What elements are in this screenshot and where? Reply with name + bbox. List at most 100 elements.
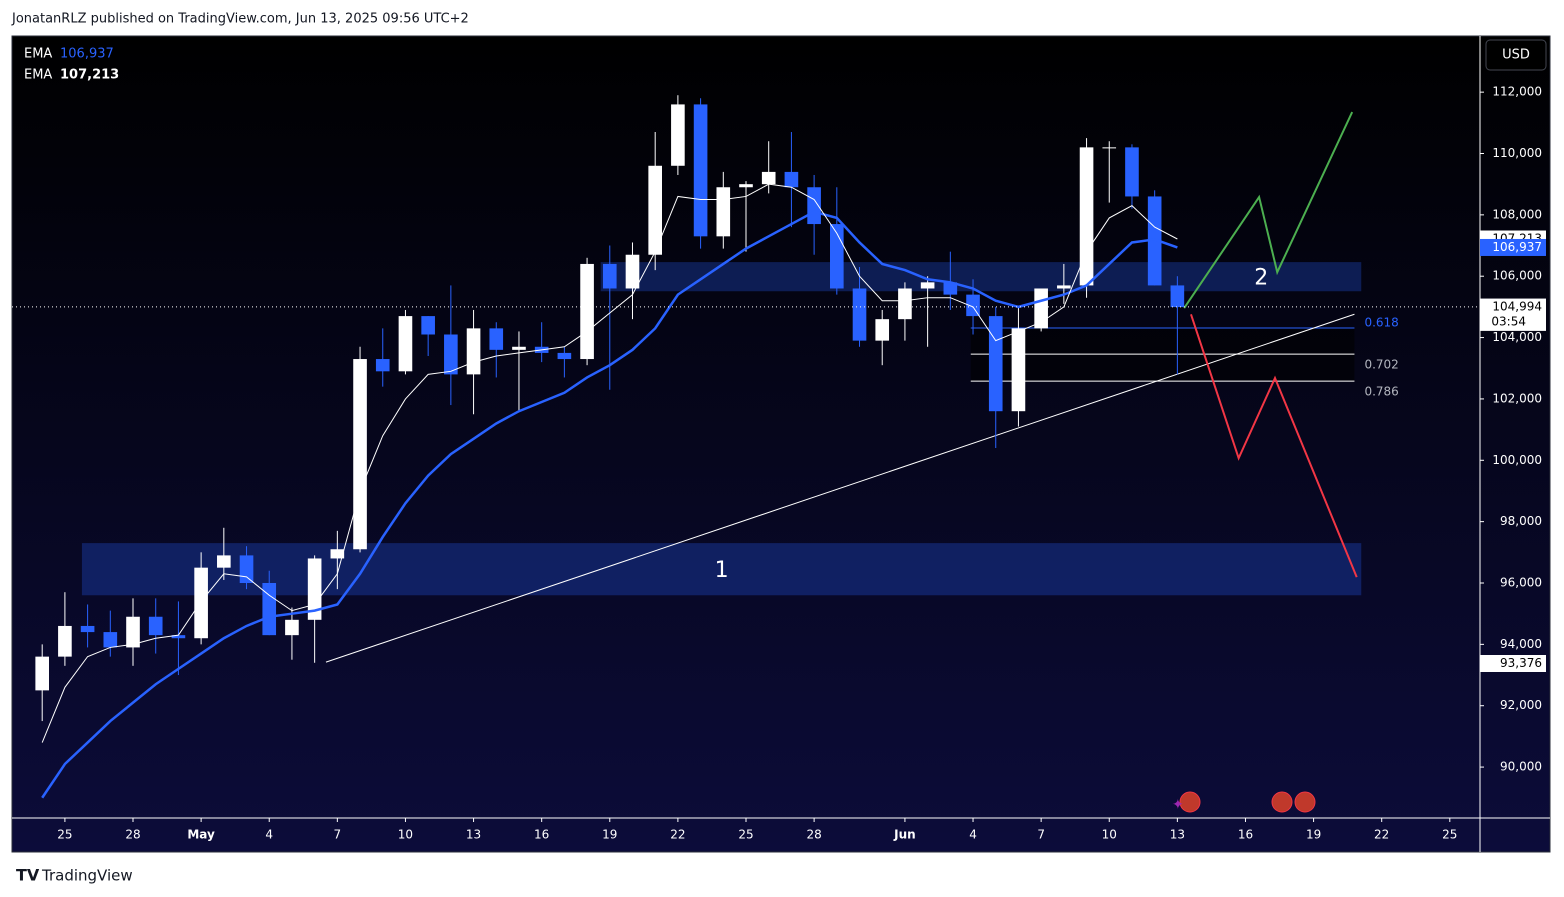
fib-label: 0.618 <box>1364 316 1398 330</box>
candle-body <box>943 282 958 295</box>
zone <box>81 543 1362 596</box>
ema-line <box>41 210 1178 799</box>
chart-bg <box>11 35 1551 853</box>
x-tick-label: 10 <box>398 828 413 842</box>
candle-body <box>126 616 140 648</box>
candle-body <box>761 171 776 185</box>
fib-label: 0.702 <box>1364 358 1398 372</box>
y-tick-label: 112,000 <box>1492 85 1542 99</box>
x-tick-label: 16 <box>1238 828 1253 842</box>
candle-body <box>1057 285 1071 289</box>
candle-body <box>875 319 890 341</box>
candle-body <box>1034 288 1048 329</box>
legend-name: EMA <box>24 68 52 83</box>
event-icons: ✦ <box>1172 791 1316 813</box>
x-tick-label: 28 <box>125 828 140 842</box>
currency-button[interactable] <box>1485 39 1547 71</box>
candle-body <box>557 352 572 360</box>
candle-body <box>148 616 163 636</box>
header: JonatanRLZ published on TradingView.com,… <box>11 12 469 27</box>
candle-body <box>625 254 640 289</box>
candle-body <box>171 635 186 639</box>
y-tick-label: 92,000 <box>1500 698 1542 712</box>
candle-body <box>784 171 799 188</box>
y-tick-label: 96,000 <box>1500 576 1542 590</box>
zone-label: 2 <box>1254 266 1268 291</box>
candle-body <box>920 282 935 289</box>
x-tick-label: 19 <box>1306 828 1321 842</box>
y-tick-label: 94,000 <box>1500 637 1542 651</box>
y-tick-label: 102,000 <box>1492 391 1542 405</box>
candle-body <box>602 263 617 289</box>
candle-body <box>194 567 208 639</box>
price-tag <box>1480 238 1546 256</box>
legend-value: 107,213 <box>60 68 119 83</box>
candle-body <box>1125 147 1139 197</box>
candle-body <box>1102 147 1117 149</box>
candle-body <box>217 555 231 568</box>
price-tag <box>1480 655 1546 673</box>
candle-body <box>988 316 1003 412</box>
ema-line <box>41 183 1178 743</box>
plot: 1 2 0.618 0.702 0.786 <box>35 95 1399 799</box>
candle-body <box>285 619 299 636</box>
candle-body <box>489 328 504 350</box>
footer: TradingView <box>41 867 133 885</box>
candle-body <box>262 583 277 636</box>
candle-body <box>58 625 72 657</box>
x-tick-label: May <box>187 828 215 842</box>
candle-body <box>466 328 481 375</box>
candle-body <box>398 316 413 372</box>
svg-text:✦: ✦ <box>1172 797 1184 813</box>
candle-body <box>239 555 254 584</box>
currency: USD <box>1502 48 1530 63</box>
candle-body <box>330 549 345 559</box>
x-tick-label: 22 <box>670 828 685 842</box>
x-tick-label: 28 <box>806 828 821 842</box>
candle-body <box>580 263 594 360</box>
candle-body <box>671 104 685 166</box>
projection <box>1190 313 1358 578</box>
y-tick-label: 110,000 <box>1492 146 1542 160</box>
price-tag-label: 106,937 <box>1492 240 1542 254</box>
x-tick-label: 7 <box>334 828 342 842</box>
fib-label: 0.786 <box>1364 385 1398 399</box>
candle-body <box>444 334 458 375</box>
candle-body <box>1147 196 1162 286</box>
price-tag-label: 93,376 <box>1500 656 1542 670</box>
x-tick-label: 7 <box>1037 828 1045 842</box>
candle-body <box>421 316 435 335</box>
candle-body <box>512 346 526 350</box>
logo: TV <box>16 866 40 885</box>
zone-label: 1 <box>715 558 729 583</box>
candle-body <box>35 656 50 691</box>
y-tick-label: 104,000 <box>1492 330 1542 344</box>
candle-body <box>307 558 322 620</box>
candle-body <box>716 187 731 237</box>
y-tick-label: 90,000 <box>1500 760 1542 774</box>
x-tick-label: 22 <box>1374 828 1389 842</box>
candle-body <box>80 625 95 633</box>
x-tick-label: 13 <box>466 828 481 842</box>
x-tick-label: 19 <box>602 828 617 842</box>
candle-body <box>353 359 367 550</box>
candle-body <box>739 184 753 188</box>
zone <box>600 262 1362 292</box>
candle-body <box>966 294 980 317</box>
candle-body <box>693 104 708 237</box>
x-tick-label: 25 <box>57 828 72 842</box>
legend-value: 106,937 <box>60 47 114 62</box>
x-tick-label: 25 <box>1442 828 1457 842</box>
y-tick-label: 108,000 <box>1492 207 1542 221</box>
x-tick-label: 4 <box>265 828 273 842</box>
price-tag-label: 104,994 <box>1492 300 1542 314</box>
x-tick-label: 4 <box>969 828 977 842</box>
projection <box>1183 111 1354 309</box>
candle-body <box>103 632 118 648</box>
candle-body <box>648 165 662 255</box>
candle-body <box>898 288 912 320</box>
x-tick-label: 25 <box>738 828 753 842</box>
price-tag-sub: 03:54 <box>1491 314 1526 328</box>
